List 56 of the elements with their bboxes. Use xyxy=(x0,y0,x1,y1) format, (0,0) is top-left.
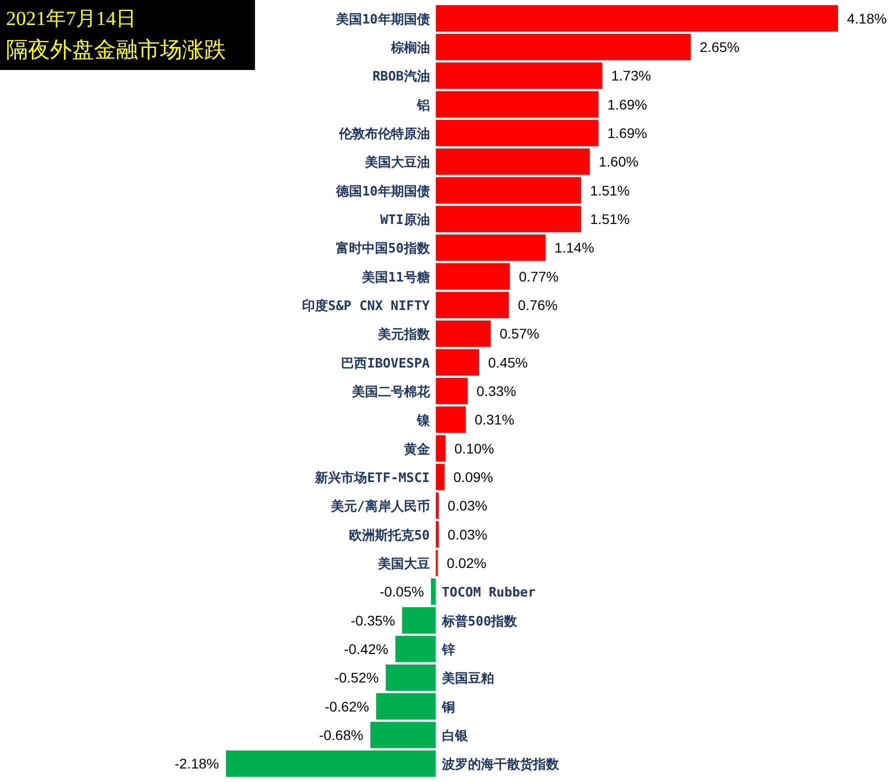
y-tick-label: 美国大豆油 xyxy=(364,154,430,171)
text: 隔夜外盘金融市场涨跌 xyxy=(6,37,226,62)
data-label: 0.33% xyxy=(476,383,516,399)
data-label: -0.42% xyxy=(344,641,388,657)
y-tick-label: RBOB汽油 xyxy=(372,70,430,85)
y-tick-label: 美元/离岸人民币 xyxy=(330,498,430,515)
y-tick-label: 巴西IBOVESPA xyxy=(341,356,430,372)
data-label: 0.09% xyxy=(453,469,494,485)
data-label: 0.03% xyxy=(448,498,488,514)
y-tick-label: 美元指数 xyxy=(376,326,431,343)
y-tick-label: WTI原油 xyxy=(380,213,430,228)
y-tick-label: 锌 xyxy=(440,642,455,658)
y-tick-label: 标普500指数 xyxy=(440,613,518,630)
data-label: 1.60% xyxy=(598,154,638,170)
y-tick-label: 棕榈油 xyxy=(390,40,430,56)
data-label: -0.52% xyxy=(334,670,379,686)
y-tick-label: 黄金 xyxy=(402,442,431,458)
chart-title: 2021年7月14日 xyxy=(6,8,136,30)
y-tick-label: 新兴市场ETF-MSCI xyxy=(314,470,430,486)
y-tick-label: 美国10年期国债 xyxy=(335,11,430,28)
data-label: -0.68% xyxy=(318,727,364,743)
data-label: 1.51% xyxy=(590,211,630,227)
data-label: 0.03% xyxy=(448,526,488,542)
y-tick-label: 白银 xyxy=(442,729,469,744)
y-tick-label: 德国10年期国债 xyxy=(335,184,430,200)
y-tick-label: TOCOM Rubber xyxy=(442,586,536,601)
data-label: 0.02% xyxy=(446,555,486,571)
y-tick-label: 美国大豆 xyxy=(376,556,430,572)
y-tick-label: 波罗的海干散货指数 xyxy=(440,756,560,773)
data-label: 1.51% xyxy=(590,182,630,198)
y-tick-label: 伦敦布伦特原油 xyxy=(338,126,430,142)
y-tick-label: 富时中国50指数 xyxy=(336,240,431,257)
data-label: 1.69% xyxy=(607,96,648,112)
data-label: -0.35% xyxy=(350,612,396,628)
y-tick-label: 美国二号棉花 xyxy=(350,384,431,400)
y-tick-label: 美国豆粕 xyxy=(440,670,494,687)
y-tick-label: 美国11号糖 xyxy=(361,269,430,286)
data-label: 0.10% xyxy=(454,440,494,456)
data-label: -0.05% xyxy=(380,584,424,600)
data-label: 0.57% xyxy=(500,326,540,342)
data-label: 1.73% xyxy=(611,68,651,84)
data-label: 0.45% xyxy=(488,354,528,370)
y-tick-label: 欧洲斯托克50 xyxy=(349,528,430,544)
y-tick-label: 铜 xyxy=(440,700,455,716)
data-label: 1.69% xyxy=(607,125,648,141)
y-tick-label: 镍 xyxy=(416,414,431,429)
data-label: -2.18% xyxy=(174,756,219,772)
data-label: 0.77% xyxy=(518,268,559,284)
data-label: 1.14% xyxy=(554,240,594,256)
data-label: 2.65% xyxy=(700,39,740,55)
y-tick-label: 铝 xyxy=(416,98,430,114)
data-label: 0.76% xyxy=(518,297,558,313)
y-tick-label: 印度S&P CNX NIFTY xyxy=(302,298,430,314)
data-label: 0.31% xyxy=(474,412,514,428)
data-label: -0.62% xyxy=(324,698,370,714)
data-label: 4.18% xyxy=(847,10,887,26)
